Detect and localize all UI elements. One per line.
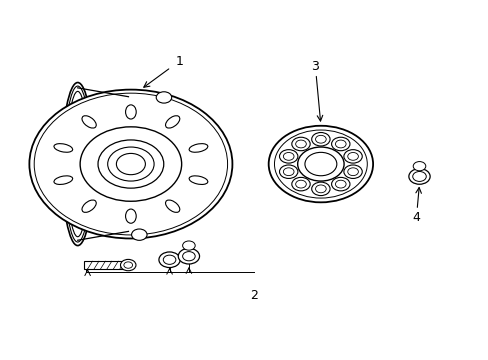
- Circle shape: [347, 153, 358, 160]
- Ellipse shape: [165, 200, 180, 212]
- Circle shape: [295, 180, 305, 188]
- Circle shape: [291, 137, 309, 151]
- Circle shape: [291, 177, 309, 191]
- Circle shape: [283, 168, 293, 176]
- Text: 3: 3: [310, 60, 318, 73]
- Circle shape: [182, 252, 195, 261]
- Ellipse shape: [82, 116, 96, 128]
- Circle shape: [335, 140, 346, 148]
- Ellipse shape: [82, 200, 96, 212]
- Ellipse shape: [125, 105, 136, 119]
- Circle shape: [29, 90, 232, 238]
- Bar: [83, 261, 129, 269]
- Circle shape: [311, 182, 329, 195]
- Text: 4: 4: [411, 211, 419, 224]
- Circle shape: [98, 140, 163, 188]
- Circle shape: [331, 177, 349, 191]
- Ellipse shape: [54, 176, 73, 184]
- Circle shape: [159, 252, 180, 267]
- Circle shape: [311, 132, 329, 146]
- Circle shape: [315, 185, 325, 193]
- Circle shape: [182, 241, 195, 250]
- Circle shape: [283, 153, 293, 160]
- Circle shape: [331, 137, 349, 151]
- Circle shape: [107, 147, 154, 181]
- Ellipse shape: [189, 176, 207, 184]
- Circle shape: [315, 135, 325, 143]
- Ellipse shape: [165, 116, 180, 128]
- Circle shape: [305, 152, 336, 176]
- Circle shape: [116, 153, 145, 175]
- Text: 1: 1: [175, 55, 183, 68]
- Circle shape: [295, 140, 305, 148]
- Circle shape: [163, 255, 176, 264]
- Text: 2: 2: [250, 289, 258, 302]
- Circle shape: [297, 147, 344, 181]
- Ellipse shape: [189, 144, 207, 152]
- Circle shape: [178, 248, 199, 264]
- Circle shape: [412, 171, 426, 181]
- Circle shape: [120, 260, 136, 271]
- Ellipse shape: [54, 144, 73, 152]
- Circle shape: [80, 127, 181, 201]
- Circle shape: [131, 229, 147, 240]
- Circle shape: [335, 180, 346, 188]
- Circle shape: [279, 150, 297, 163]
- Circle shape: [408, 168, 429, 184]
- Circle shape: [343, 150, 362, 163]
- Circle shape: [412, 162, 425, 171]
- Circle shape: [343, 165, 362, 179]
- Ellipse shape: [125, 209, 136, 223]
- Circle shape: [156, 92, 171, 103]
- Circle shape: [123, 262, 132, 268]
- Circle shape: [279, 165, 297, 179]
- Circle shape: [347, 168, 358, 176]
- Circle shape: [268, 126, 372, 202]
